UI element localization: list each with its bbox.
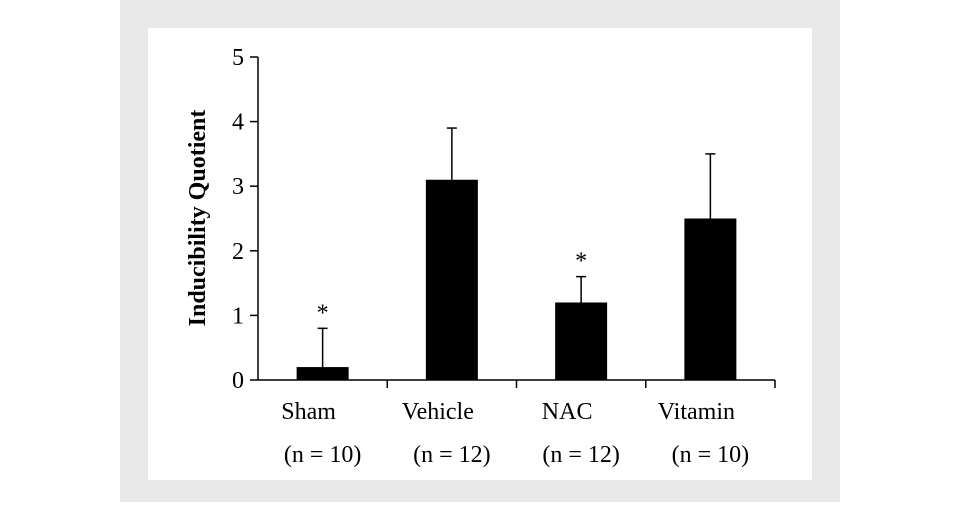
bar	[296, 367, 349, 380]
y-tick-label: 4	[232, 110, 244, 136]
y-tick-label: 5	[232, 45, 244, 71]
significance-marker: *	[317, 300, 329, 326]
x-tick-label: Vitamin	[658, 399, 735, 425]
x-tick-label: NAC	[542, 399, 593, 425]
y-tick-label: 0	[232, 368, 244, 394]
group-size-label: (n = 10)	[284, 442, 362, 468]
group-size-label: (n = 12)	[542, 442, 620, 468]
x-tick-label: Vehicle	[402, 399, 474, 425]
group-size-label: (n = 10)	[672, 442, 750, 468]
x-tick-label: Sham	[281, 399, 336, 425]
y-tick-label: 2	[232, 239, 244, 265]
bar	[684, 218, 737, 380]
y-axis-label: Inducibility Quotient	[185, 110, 211, 327]
y-tick-label: 1	[232, 303, 244, 329]
y-tick-label: 3	[232, 174, 244, 200]
bar	[425, 179, 478, 380]
significance-marker: *	[575, 249, 587, 275]
group-size-label: (n = 12)	[413, 442, 491, 468]
bar	[555, 302, 608, 380]
